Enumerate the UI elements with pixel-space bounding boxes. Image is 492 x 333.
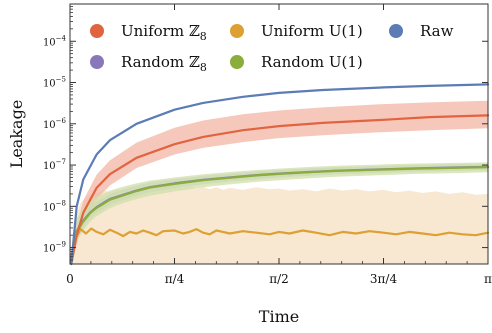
legend-marker-random-z8: [90, 55, 104, 69]
y-tick-label: 10−5: [43, 76, 66, 90]
x-tick-label: π/4: [165, 272, 185, 286]
x-axis-title: Time: [259, 307, 299, 326]
y-tick-label: 10−9: [43, 241, 66, 255]
y-tick-label: 10−4: [43, 34, 67, 48]
y-tick-label: 10−7: [43, 158, 66, 172]
x-tick-label: 3π/4: [370, 272, 398, 286]
legend-label-uniform-z8: Uniform ℤ8: [121, 22, 207, 43]
y-axis-ticks: 10−9 10−8 10−7 10−6 10−5 10−4: [43, 3, 488, 265]
x-tick-label: 0: [66, 272, 74, 286]
line-random-u-1: [70, 166, 490, 262]
legend-marker-uniform-u-1: [230, 24, 244, 38]
legend: Uniform ℤ8 Uniform U(1) Raw Random ℤ8 Random…: [90, 22, 454, 74]
legend-label-raw: Raw: [420, 22, 454, 40]
y-axis-title: Leakage: [7, 100, 26, 169]
series-lines: [70, 83, 490, 266]
line-raw: [70, 83, 490, 266]
legend-label-uniform-u-1: Uniform U(1): [261, 22, 363, 40]
band-uniform-z8: [71, 100, 489, 264]
legend-label-random-u-1: Random U(1): [261, 53, 363, 71]
x-axis-ticks: 0 π/4 π/2 3π/4 π: [66, 4, 492, 286]
legend-marker-raw: [389, 24, 403, 38]
line-uniform-u-1: [70, 227, 490, 258]
legend-marker-uniform-z8: [90, 24, 104, 38]
y-tick-label: 10−6: [43, 117, 67, 131]
band-uniform-u-1: [71, 184, 489, 264]
band-random-u-1: [71, 162, 489, 264]
legend-marker-random-u-1: [230, 55, 244, 69]
x-tick-label: π: [484, 272, 492, 286]
confidence-bands: [71, 100, 489, 264]
x-tick-label: π/2: [269, 272, 289, 286]
line-uniform-z8: [70, 114, 490, 266]
legend-label-random-z8: Random ℤ8: [121, 53, 207, 74]
y-tick-label: 10−8: [43, 199, 66, 213]
